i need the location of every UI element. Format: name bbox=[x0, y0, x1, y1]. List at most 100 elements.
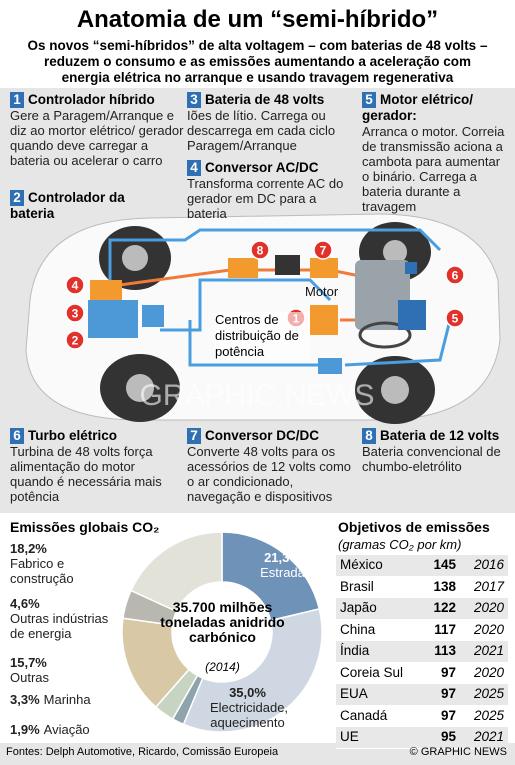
marker-number: 4 bbox=[72, 279, 79, 293]
component-title: Motor elétrico/ gerador: bbox=[362, 92, 474, 123]
table-cell: UE bbox=[340, 729, 359, 744]
marker bbox=[445, 308, 465, 328]
table-cell: 97 bbox=[440, 707, 456, 723]
component-text: Bateria convencional de chumbo-eletrólit… bbox=[362, 444, 501, 474]
number-badge: 3 bbox=[187, 92, 201, 108]
segment-name: Aviação bbox=[43, 722, 90, 737]
component: 6 Turbo elétrico Turbina de 48 volts força… bbox=[10, 428, 180, 504]
table-cell: 97 bbox=[440, 664, 456, 680]
table-cell: Brasil bbox=[340, 578, 374, 594]
number-badge: 6 bbox=[10, 428, 24, 444]
table-row: China 117 2020 bbox=[336, 619, 508, 641]
number-badge: 1 bbox=[10, 92, 24, 108]
table-cell: Índia bbox=[340, 643, 370, 658]
segment-value: 21,3% bbox=[264, 550, 301, 565]
component: 3 Bateria de 48 volts Iões de lítio. Carre… bbox=[187, 92, 352, 153]
component-heading: 2 Controlador da bateria bbox=[10, 190, 140, 222]
segment-value: 4,6% bbox=[10, 596, 40, 611]
table-cell: 138 bbox=[433, 578, 456, 594]
component-title: Bateria de 12 volts bbox=[380, 428, 500, 443]
motor-label: Motor bbox=[305, 284, 339, 299]
table-row: UE 95 2021 bbox=[336, 727, 508, 749]
table-cell: 2016 bbox=[473, 557, 504, 572]
targets-table: México 145 2016 Brasil 138 2017 Japão 122 2020 Ch… bbox=[336, 555, 508, 749]
table-cell: 145 bbox=[433, 557, 456, 572]
marker bbox=[65, 275, 85, 295]
marker bbox=[445, 265, 465, 285]
table-cell: Japão bbox=[340, 600, 377, 615]
table-cell: Coreia Sul bbox=[340, 664, 404, 680]
table-cell: 97 bbox=[440, 686, 456, 701]
component: 5 Motor elétrico/ gerador: Arranca o motor… bbox=[362, 92, 510, 214]
table-cell: 95 bbox=[440, 729, 456, 744]
segment-name: Fabrico e construção bbox=[10, 556, 74, 586]
controller bbox=[310, 305, 338, 335]
table-cell: EUA bbox=[340, 686, 368, 701]
marker-number: 6 bbox=[452, 269, 459, 283]
component-title: Bateria de 48 volts bbox=[205, 92, 325, 107]
turbo bbox=[405, 262, 417, 274]
component-text: Arranca o motor. Correia de transmissão … bbox=[362, 124, 505, 214]
belt bbox=[358, 321, 412, 349]
table-row: EUA 97 2025 bbox=[336, 684, 508, 706]
title: Anatomia de um “semi-híbrido” bbox=[76, 6, 439, 33]
table-cell: 122 bbox=[433, 600, 456, 615]
emissions-title: Emissões globais CO₂ bbox=[10, 519, 160, 535]
component-text: Converte 48 volts para os acessórios de … bbox=[187, 444, 352, 504]
segment-label: 1,9% Aviação bbox=[10, 722, 125, 737]
donut-segment bbox=[221, 531, 321, 622]
hybrid-controller bbox=[90, 280, 122, 300]
table-row: Coreia Sul 97 2020 bbox=[336, 662, 508, 684]
marker bbox=[250, 240, 270, 260]
segment-value: 35,0% bbox=[229, 685, 266, 700]
segment-label: 21,3% Estrada bbox=[245, 550, 320, 580]
number-badge: 8 bbox=[362, 428, 376, 444]
number-badge: 7 bbox=[187, 428, 201, 444]
table-cell: 2025 bbox=[473, 707, 504, 723]
segment-label: 3,3% Marinha bbox=[10, 692, 125, 707]
number-badge: 4 bbox=[187, 160, 201, 176]
component: 8 Bateria de 12 volts Bateria convencional… bbox=[362, 428, 510, 474]
component-heading: 6 Turbo elétrico bbox=[10, 428, 180, 444]
table-cell: 2021 bbox=[473, 729, 504, 744]
distribution-label: Centros de distribuição de potência bbox=[215, 312, 310, 360]
marker-number: 5 bbox=[452, 312, 459, 326]
donut-year: (2014) bbox=[205, 660, 240, 674]
engine bbox=[355, 260, 410, 330]
component-text: Transforma corrente AC do gerador em DC … bbox=[187, 176, 344, 221]
segment-name: Outras indústrias de energia bbox=[10, 611, 109, 641]
ac-dc-converter bbox=[228, 258, 258, 278]
table-row: Brasil 138 2017 bbox=[336, 576, 508, 598]
subtitle: Os novos “semi-híbridos” de alta voltage… bbox=[27, 38, 488, 85]
component-heading: 3 Bateria de 48 volts bbox=[187, 92, 352, 108]
component-heading: 7 Conversor DC/DC bbox=[187, 428, 357, 444]
component-title: Controlador da bateria bbox=[10, 190, 125, 221]
donut-segment bbox=[182, 608, 323, 733]
segment-value: 1,9% bbox=[10, 722, 40, 737]
component-title: Conversor AC/DC bbox=[205, 160, 319, 175]
targets-title: Objetivos de emissões bbox=[338, 519, 490, 535]
wiring bbox=[108, 228, 452, 367]
component: 4 Conversor AC/DC Transforma corrente AC d… bbox=[187, 160, 352, 221]
table-cell: 117 bbox=[434, 621, 456, 637]
component: 2 Controlador da bateria bbox=[10, 190, 140, 222]
table-row: Japão 122 2020 bbox=[336, 598, 508, 620]
segment-label: 35,0% Electricidade, aquecimento bbox=[210, 685, 288, 730]
segment-value: 18,2% bbox=[10, 541, 47, 556]
table-cell: 2020 bbox=[473, 600, 504, 615]
marker-number: 2 bbox=[72, 334, 79, 348]
motor-generator bbox=[398, 300, 426, 330]
component-title: Turbo elétrico bbox=[28, 428, 118, 443]
donut-segment bbox=[129, 531, 223, 613]
component-heading: 5 Motor elétrico/ gerador: bbox=[362, 92, 510, 124]
component-heading: 4 Conversor AC/DC bbox=[187, 160, 352, 176]
table-cell: México bbox=[340, 557, 383, 572]
table-cell: 2021 bbox=[473, 643, 504, 658]
component-heading: 8 Bateria de 12 volts bbox=[362, 428, 510, 444]
table-row: México 145 2016 bbox=[336, 555, 508, 577]
component-title: Controlador híbrido bbox=[28, 92, 155, 107]
component-text: Turbina de 48 volts força alimentação do… bbox=[10, 444, 162, 504]
component: 7 Conversor DC/DC Converte 48 volts para o… bbox=[187, 428, 357, 504]
table-cell: China bbox=[340, 621, 376, 637]
